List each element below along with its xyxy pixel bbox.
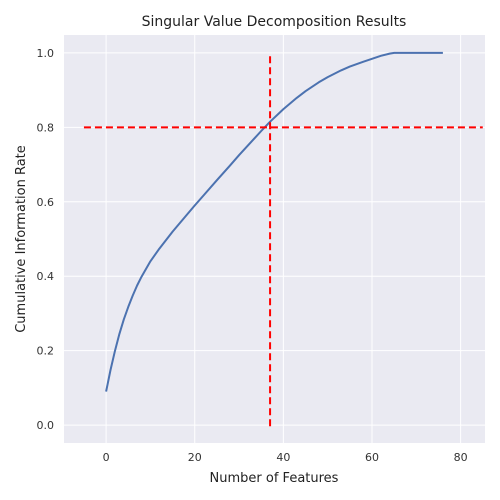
y-axis-ticks: 0.0 0.2 0.4 0.6 0.8 1.0 xyxy=(37,47,55,432)
x-tick-label: 40 xyxy=(276,451,290,464)
x-axis-ticks: 0 20 40 60 80 xyxy=(103,451,468,464)
y-axis-label: Cumulative Information Rate xyxy=(14,145,29,333)
reference-lines xyxy=(83,52,483,427)
y-tick-label: 0.6 xyxy=(37,196,55,209)
x-tick-label: 20 xyxy=(188,451,202,464)
chart-title: Singular Value Decomposition Results xyxy=(142,14,407,30)
x-tick-label: 60 xyxy=(365,451,379,464)
y-tick-label: 0.2 xyxy=(37,345,55,358)
x-tick-label: 0 xyxy=(103,451,110,464)
series-line xyxy=(105,51,443,392)
y-tick-label: 0.8 xyxy=(37,121,55,134)
plot-area xyxy=(64,35,485,443)
y-tick-label: 1.0 xyxy=(37,47,55,60)
series-layer xyxy=(105,51,443,392)
x-tick-label: 80 xyxy=(454,451,468,464)
y-tick-label: 0.0 xyxy=(37,419,55,432)
y-tick-label: 0.4 xyxy=(37,270,55,283)
x-axis-label: Number of Features xyxy=(210,471,339,486)
